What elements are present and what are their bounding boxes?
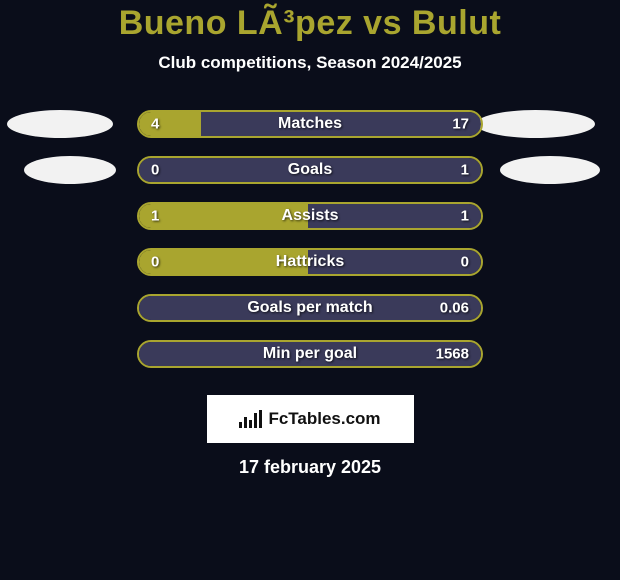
player-oval-right xyxy=(500,156,600,184)
stat-bar: 4 17 Matches xyxy=(137,110,483,138)
stat-bar: 0 0 Hattricks xyxy=(137,248,483,276)
stat-label: Min per goal xyxy=(263,345,357,363)
stat-value-left: 1 xyxy=(151,208,159,225)
player-oval-left xyxy=(7,110,113,138)
date-label: 17 february 2025 xyxy=(0,457,620,478)
stat-value-right: 1 xyxy=(461,162,469,179)
stat-bar: 0.06 Goals per match xyxy=(137,294,483,322)
stat-value-left: 0 xyxy=(151,254,159,271)
stat-bar: 0 1 Goals xyxy=(137,156,483,184)
stat-row: 1 1 Assists xyxy=(0,193,620,239)
stat-bar: 1 1 Assists xyxy=(137,202,483,230)
page-title: Bueno LÃ³pez vs Bulut xyxy=(0,4,620,43)
stat-row: 1568 Min per goal xyxy=(0,331,620,377)
logo-bars-icon xyxy=(239,410,262,428)
subtitle: Club competitions, Season 2024/2025 xyxy=(0,53,620,73)
stat-value-right: 0.06 xyxy=(440,300,469,317)
stat-value-right: 1568 xyxy=(436,346,469,363)
stat-bar: 1568 Min per goal xyxy=(137,340,483,368)
stat-row: 0 1 Goals xyxy=(0,147,620,193)
stat-rows: 4 17 Matches 0 1 Goals 1 1 Assists 0 0 Hattricks 0.0… xyxy=(0,101,620,377)
stat-label: Goals xyxy=(288,161,332,179)
stat-value-left: 0 xyxy=(151,162,159,179)
logo-text: FcTables.com xyxy=(268,409,380,429)
stat-row: 0.06 Goals per match xyxy=(0,285,620,331)
stat-row: 0 0 Hattricks xyxy=(0,239,620,285)
player-oval-left xyxy=(24,156,116,184)
stat-row: 4 17 Matches xyxy=(0,101,620,147)
stat-value-right: 17 xyxy=(452,116,469,133)
comparison-card: Bueno LÃ³pez vs Bulut Club competitions,… xyxy=(0,0,620,478)
player-oval-right xyxy=(476,110,595,138)
stat-value-left: 4 xyxy=(151,116,159,133)
stat-value-right: 0 xyxy=(461,254,469,271)
stat-bar-left-fill xyxy=(139,112,205,136)
stat-label: Matches xyxy=(278,115,342,133)
stat-label: Goals per match xyxy=(247,299,372,317)
stat-label: Assists xyxy=(282,207,339,225)
stat-label: Hattricks xyxy=(276,253,344,271)
fctables-logo: FcTables.com xyxy=(207,395,414,443)
stat-value-right: 1 xyxy=(461,208,469,225)
